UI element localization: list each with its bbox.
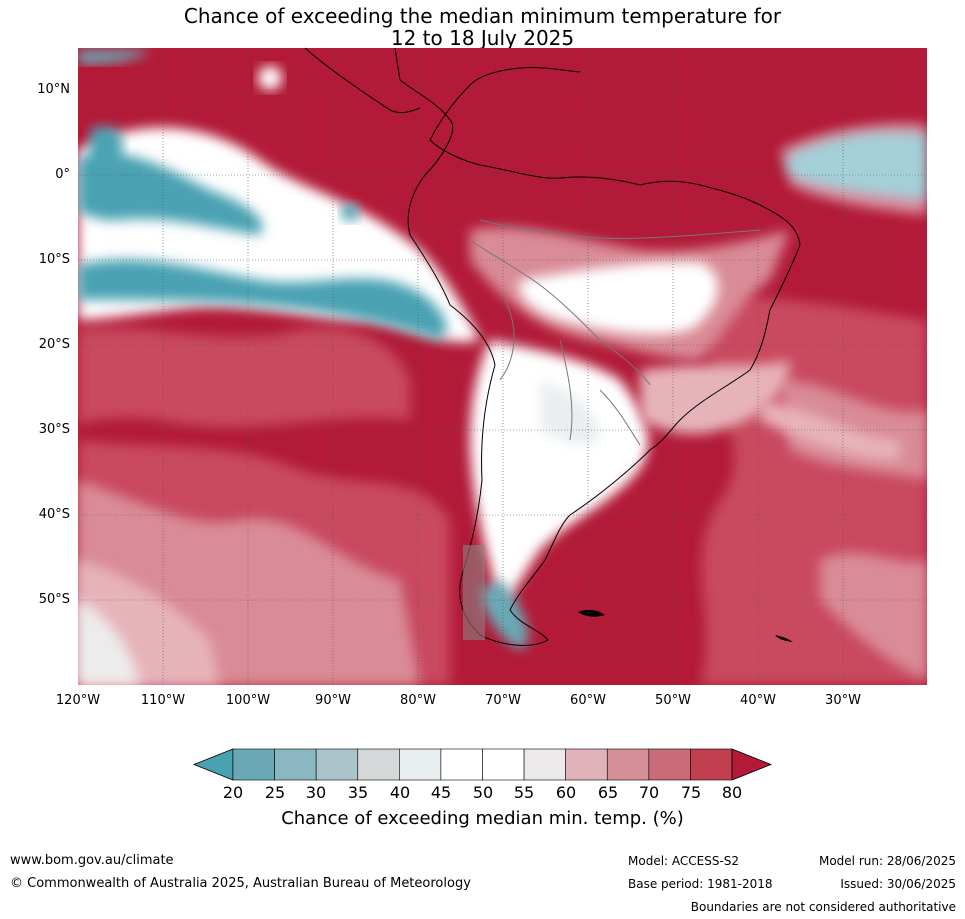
colorbar-arrow-high — [731, 748, 773, 781]
colorbar-tick-label: 60 — [555, 783, 577, 802]
chart-title-line2: 12 to 18 July 2025 — [390, 26, 575, 50]
gridlines — [78, 48, 927, 685]
lat-label: 50°S — [38, 592, 70, 607]
field-sw-band1 — [78, 327, 410, 428]
footer-model: Model: ACCESS-S2 — [628, 854, 740, 868]
central-america-coast — [304, 47, 421, 114]
footer-disclaimer: Boundaries are not considered authoritat… — [690, 900, 956, 914]
footer-issued: Issued: 30/06/2025 — [840, 877, 956, 891]
colorbar-segment — [440, 748, 483, 781]
lat-label: 10°S — [38, 252, 70, 267]
footer-model-run: Model run: 28/06/2025 — [818, 854, 956, 868]
colorbar-tick-label: 40 — [389, 783, 411, 802]
lon-label: 50°W — [655, 693, 691, 708]
colorbar-segment — [482, 748, 525, 781]
field-se-band3 — [820, 552, 927, 680]
field-se-brazil — [640, 360, 790, 435]
field-teal-2 — [90, 126, 123, 174]
field-white-spot — [258, 66, 282, 90]
colorbar — [192, 748, 773, 781]
colorbar-segment — [399, 748, 442, 781]
lon-label: 60°W — [570, 693, 606, 708]
lon-label: 120°W — [55, 693, 101, 708]
colorbar-tick-label: 35 — [347, 783, 369, 802]
colorbar-tick-label: 70 — [638, 783, 660, 802]
field-argentina-grey — [540, 380, 600, 445]
colorbar-segment — [315, 748, 359, 781]
field-argentina-white — [470, 340, 649, 610]
chart-title-line1: Chance of exceeding the median minimum t… — [183, 4, 782, 28]
footer-copyright: © Commonwealth of Australia 2025, Austra… — [10, 876, 471, 891]
falklands — [578, 609, 605, 617]
field-white-ne — [780, 123, 927, 215]
lon-label: 110°W — [140, 693, 186, 708]
map-field — [78, 48, 927, 685]
lat-label: 40°S — [38, 507, 70, 522]
colorbar-tick-label: 30 — [305, 783, 327, 802]
footer-url[interactable]: www.bom.gov.au/climate — [10, 853, 174, 868]
colorbar-tick-label: 50 — [472, 783, 494, 802]
colorbar-segment — [274, 748, 317, 781]
lat-label: 10°N — [37, 82, 70, 97]
colorbar-segment — [606, 748, 650, 781]
footer-base-period: Base period: 1981-2018 — [628, 877, 773, 891]
lat-label: 30°S — [38, 422, 70, 437]
colorbar-segment — [690, 748, 733, 781]
colorbar-tick-label: 75 — [680, 783, 702, 802]
field-teal-1 — [78, 153, 263, 235]
field-patagonia-teal — [480, 580, 529, 650]
coastline — [394, 47, 801, 646]
lon-label: 80°W — [400, 693, 436, 708]
field-sw-band5 — [78, 600, 140, 685]
colorbar-segment — [523, 748, 566, 781]
field-brazil-white — [519, 261, 719, 335]
colorbar-segment — [565, 748, 608, 781]
colorbar-segment — [232, 748, 275, 781]
lon-label: 70°W — [485, 693, 521, 708]
colorbar-tick-label: 45 — [430, 783, 452, 802]
colorbar-tick-label: 25 — [264, 783, 286, 802]
field-se-band4 — [760, 400, 900, 460]
andes-grey-patch — [463, 545, 485, 640]
lon-label: 40°W — [740, 693, 776, 708]
colorbar-label: Chance of exceeding median min. temp. (%… — [281, 808, 684, 829]
lat-label: 20°S — [38, 337, 70, 352]
lon-label: 30°W — [825, 693, 861, 708]
lat-label: 0° — [55, 167, 70, 182]
south-georgia — [775, 635, 793, 642]
colorbar-tick-label: 55 — [513, 783, 535, 802]
country-borders — [469, 219, 761, 446]
lon-label: 90°W — [315, 693, 351, 708]
colorbar-tick-label: 20 — [222, 783, 244, 802]
colorbar-arrow-low — [192, 748, 234, 781]
field-teal-3 — [78, 259, 447, 340]
lon-label: 100°W — [225, 693, 271, 708]
colorbar-tick-label: 65 — [597, 783, 619, 802]
colorbar-segment — [357, 748, 400, 781]
field-teal-spot — [341, 203, 359, 221]
field-teal-4 — [78, 50, 150, 65]
colorbar-segment — [648, 748, 691, 781]
colorbar-tick-label: 80 — [721, 783, 743, 802]
